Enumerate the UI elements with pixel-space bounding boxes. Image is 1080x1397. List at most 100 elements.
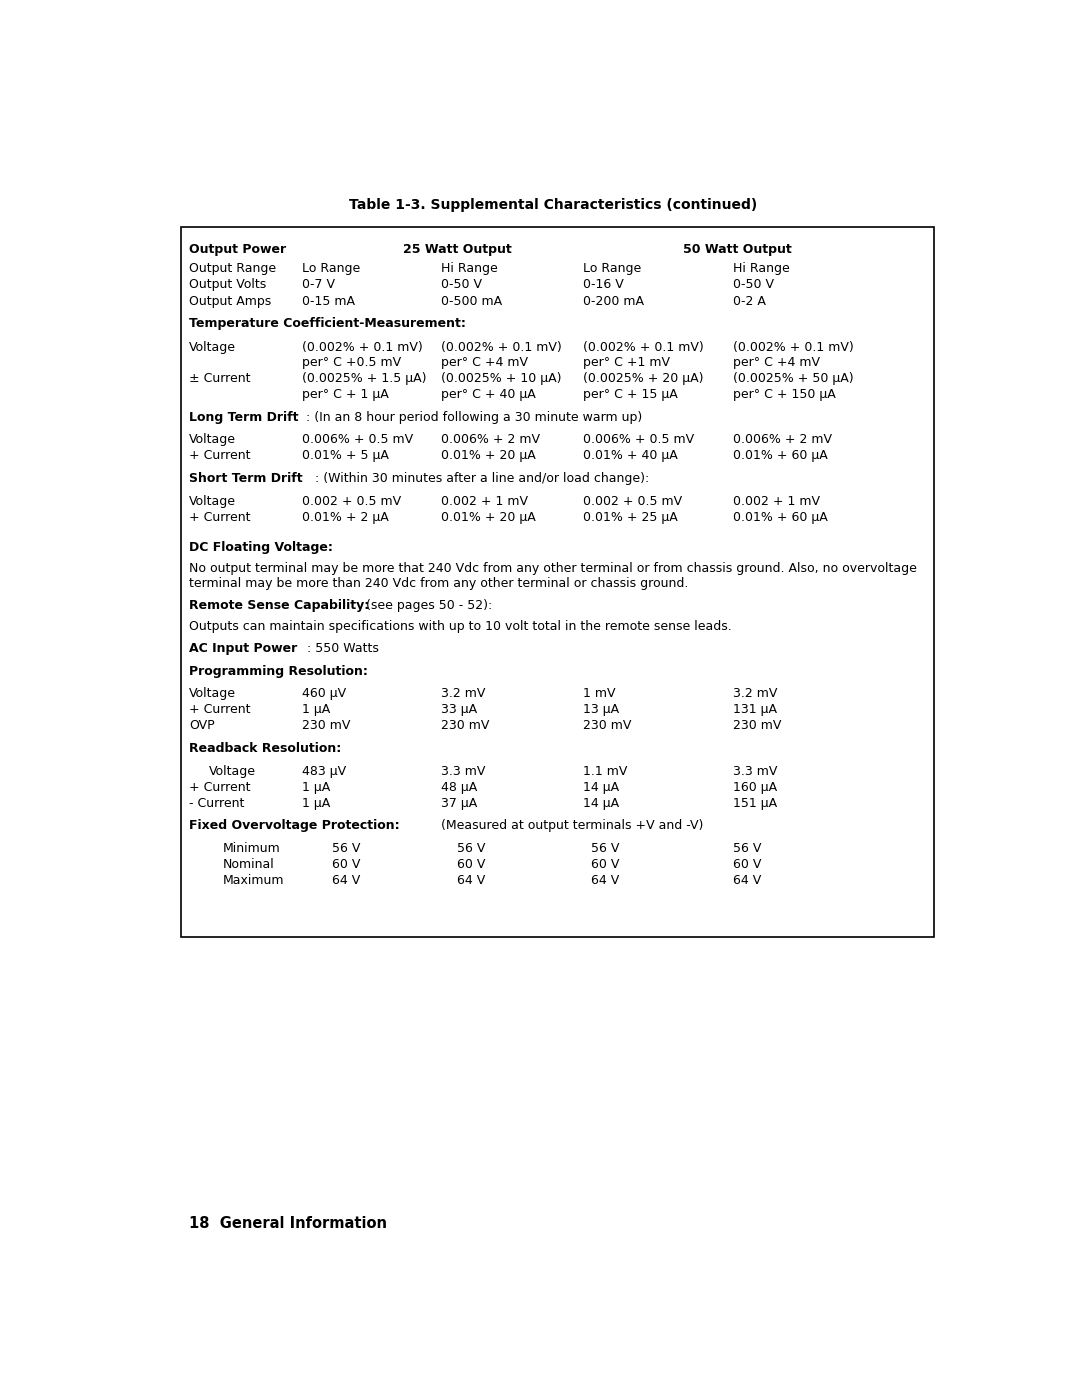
Text: 3.3 mV: 3.3 mV bbox=[441, 764, 485, 778]
Text: Lo Range: Lo Range bbox=[583, 263, 642, 275]
Text: 0.01% + 20 μA: 0.01% + 20 μA bbox=[441, 450, 536, 462]
Text: Output Range: Output Range bbox=[189, 263, 276, 275]
Text: 0.006% + 0.5 mV: 0.006% + 0.5 mV bbox=[583, 433, 694, 446]
Text: 151 μA: 151 μA bbox=[733, 796, 778, 810]
Text: 131 μA: 131 μA bbox=[733, 703, 778, 717]
Text: Voltage: Voltage bbox=[189, 341, 237, 353]
Text: (see pages 50 - 52):: (see pages 50 - 52): bbox=[362, 599, 492, 612]
Text: 1 μA: 1 μA bbox=[302, 781, 330, 793]
Text: Readback Resolution:: Readback Resolution: bbox=[189, 742, 341, 754]
Text: + Current: + Current bbox=[189, 511, 251, 524]
Text: per° C +4 mV: per° C +4 mV bbox=[441, 356, 527, 369]
Text: + Current: + Current bbox=[189, 450, 251, 462]
Text: : (In an 8 hour period following a 30 minute warm up): : (In an 8 hour period following a 30 mi… bbox=[306, 411, 642, 423]
Text: 0-50 V: 0-50 V bbox=[441, 278, 482, 292]
Text: 0.002 + 1 mV: 0.002 + 1 mV bbox=[441, 495, 527, 507]
Text: 3.3 mV: 3.3 mV bbox=[733, 764, 778, 778]
Text: 50 Watt Output: 50 Watt Output bbox=[684, 243, 792, 256]
Text: 0-7 V: 0-7 V bbox=[302, 278, 336, 292]
Bar bbox=[181, 226, 934, 937]
Text: (Measured at output terminals +V and -V): (Measured at output terminals +V and -V) bbox=[437, 820, 703, 833]
Text: 230 mV: 230 mV bbox=[441, 719, 489, 732]
Text: Lo Range: Lo Range bbox=[302, 263, 361, 275]
Text: per° C +4 mV: per° C +4 mV bbox=[733, 356, 821, 369]
Text: (0.0025% + 50 μA): (0.0025% + 50 μA) bbox=[733, 372, 854, 386]
Text: AC Input Power: AC Input Power bbox=[189, 643, 298, 655]
Text: 0.002 + 0.5 mV: 0.002 + 0.5 mV bbox=[302, 495, 402, 507]
Text: 0.002 + 0.5 mV: 0.002 + 0.5 mV bbox=[583, 495, 681, 507]
Text: 0.01% + 5 μA: 0.01% + 5 μA bbox=[302, 450, 389, 462]
Text: 230 mV: 230 mV bbox=[583, 719, 631, 732]
Text: 0-2 A: 0-2 A bbox=[733, 295, 767, 307]
Text: per° C + 1 μA: per° C + 1 μA bbox=[302, 388, 389, 401]
Text: 0.01% + 2 μA: 0.01% + 2 μA bbox=[302, 511, 389, 524]
Text: 0.006% + 2 mV: 0.006% + 2 mV bbox=[441, 433, 540, 446]
Text: 0.01% + 60 μA: 0.01% + 60 μA bbox=[733, 450, 828, 462]
Text: 483 μV: 483 μV bbox=[302, 764, 347, 778]
Text: 56 V: 56 V bbox=[591, 842, 620, 855]
Text: (0.0025% + 1.5 μA): (0.0025% + 1.5 μA) bbox=[302, 372, 427, 386]
Text: Voltage: Voltage bbox=[189, 433, 237, 446]
Text: 3.2 mV: 3.2 mV bbox=[441, 687, 485, 700]
Text: (0.0025% + 20 μA): (0.0025% + 20 μA) bbox=[583, 372, 703, 386]
Text: 14 μA: 14 μA bbox=[583, 796, 619, 810]
Text: Remote Sense Capability:: Remote Sense Capability: bbox=[189, 599, 369, 612]
Text: per° C +1 mV: per° C +1 mV bbox=[583, 356, 670, 369]
Text: Output Power: Output Power bbox=[189, 243, 286, 256]
Text: 0-15 mA: 0-15 mA bbox=[302, 295, 355, 307]
Text: Voltage: Voltage bbox=[189, 687, 237, 700]
Text: per° C +0.5 mV: per° C +0.5 mV bbox=[302, 356, 402, 369]
Text: (0.002% + 0.1 mV): (0.002% + 0.1 mV) bbox=[302, 341, 423, 353]
Text: Nominal: Nominal bbox=[222, 858, 274, 872]
Text: : (Within 30 minutes after a line and/or load change):: : (Within 30 minutes after a line and/or… bbox=[315, 472, 649, 485]
Text: 33 μA: 33 μA bbox=[441, 703, 476, 717]
Text: 60 V: 60 V bbox=[332, 858, 360, 872]
Text: - Current: - Current bbox=[189, 796, 245, 810]
Text: Fixed Overvoltage Protection:: Fixed Overvoltage Protection: bbox=[189, 820, 400, 833]
Text: 64 V: 64 V bbox=[591, 875, 620, 887]
Text: 56 V: 56 V bbox=[457, 842, 486, 855]
Text: 0-200 mA: 0-200 mA bbox=[583, 295, 644, 307]
Text: Maximum: Maximum bbox=[222, 875, 284, 887]
Text: 60 V: 60 V bbox=[457, 858, 486, 872]
Text: Hi Range: Hi Range bbox=[733, 263, 791, 275]
Text: 0-16 V: 0-16 V bbox=[583, 278, 623, 292]
Text: 0.01% + 20 μA: 0.01% + 20 μA bbox=[441, 511, 536, 524]
Text: 160 μA: 160 μA bbox=[733, 781, 778, 793]
Text: (0.0025% + 10 μA): (0.0025% + 10 μA) bbox=[441, 372, 561, 386]
Text: Voltage: Voltage bbox=[189, 495, 237, 507]
Text: Voltage: Voltage bbox=[208, 764, 256, 778]
Text: Output Amps: Output Amps bbox=[189, 295, 272, 307]
Text: per° C + 15 μA: per° C + 15 μA bbox=[583, 388, 677, 401]
Text: 60 V: 60 V bbox=[591, 858, 620, 872]
Text: : 550 Watts: : 550 Watts bbox=[307, 643, 378, 655]
Text: 25 Watt Output: 25 Watt Output bbox=[403, 243, 512, 256]
Text: 56 V: 56 V bbox=[332, 842, 360, 855]
Text: + Current: + Current bbox=[189, 703, 251, 717]
Text: (0.002% + 0.1 mV): (0.002% + 0.1 mV) bbox=[583, 341, 703, 353]
Text: per° C + 40 μA: per° C + 40 μA bbox=[441, 388, 536, 401]
Text: 460 μV: 460 μV bbox=[302, 687, 347, 700]
Text: 64 V: 64 V bbox=[733, 875, 761, 887]
Text: Temperature Coefficient-Measurement:: Temperature Coefficient-Measurement: bbox=[189, 317, 467, 330]
Text: 18  General Information: 18 General Information bbox=[189, 1217, 388, 1232]
Text: DC Floating Voltage:: DC Floating Voltage: bbox=[189, 541, 334, 553]
Text: 0.002 + 1 mV: 0.002 + 1 mV bbox=[733, 495, 821, 507]
Text: Hi Range: Hi Range bbox=[441, 263, 497, 275]
Text: terminal may be more than 240 Vdc from any other terminal or chassis ground.: terminal may be more than 240 Vdc from a… bbox=[189, 577, 689, 591]
Text: Outputs can maintain specifications with up to 10 volt total in the remote sense: Outputs can maintain specifications with… bbox=[189, 620, 732, 633]
Text: 230 mV: 230 mV bbox=[733, 719, 782, 732]
Text: 13 μA: 13 μA bbox=[583, 703, 619, 717]
Text: 0-500 mA: 0-500 mA bbox=[441, 295, 501, 307]
Text: 1.1 mV: 1.1 mV bbox=[583, 764, 627, 778]
Text: per° C + 150 μA: per° C + 150 μA bbox=[733, 388, 836, 401]
Text: 1 mV: 1 mV bbox=[583, 687, 616, 700]
Text: 0-50 V: 0-50 V bbox=[733, 278, 774, 292]
Text: 64 V: 64 V bbox=[332, 875, 360, 887]
Text: (0.002% + 0.1 mV): (0.002% + 0.1 mV) bbox=[733, 341, 854, 353]
Text: OVP: OVP bbox=[189, 719, 215, 732]
Text: 37 μA: 37 μA bbox=[441, 796, 476, 810]
Text: No output terminal may be more that 240 Vdc from any other terminal or from chas: No output terminal may be more that 240 … bbox=[189, 563, 917, 576]
Text: 1 μA: 1 μA bbox=[302, 703, 330, 717]
Text: 64 V: 64 V bbox=[457, 875, 486, 887]
